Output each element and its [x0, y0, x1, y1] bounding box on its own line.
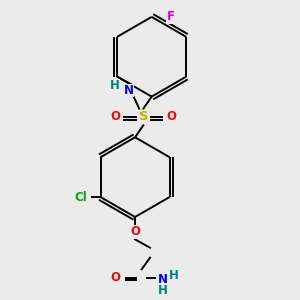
Text: H: H	[110, 79, 120, 92]
Text: O: O	[110, 271, 120, 284]
Text: H: H	[158, 284, 168, 296]
Text: N: N	[158, 273, 168, 286]
Text: O: O	[130, 225, 140, 239]
Text: H: H	[169, 269, 179, 282]
Text: O: O	[167, 110, 177, 123]
Text: F: F	[167, 11, 175, 23]
Text: Cl: Cl	[74, 190, 87, 204]
Text: S: S	[139, 110, 148, 123]
Text: N: N	[123, 84, 134, 97]
Text: O: O	[110, 110, 120, 123]
